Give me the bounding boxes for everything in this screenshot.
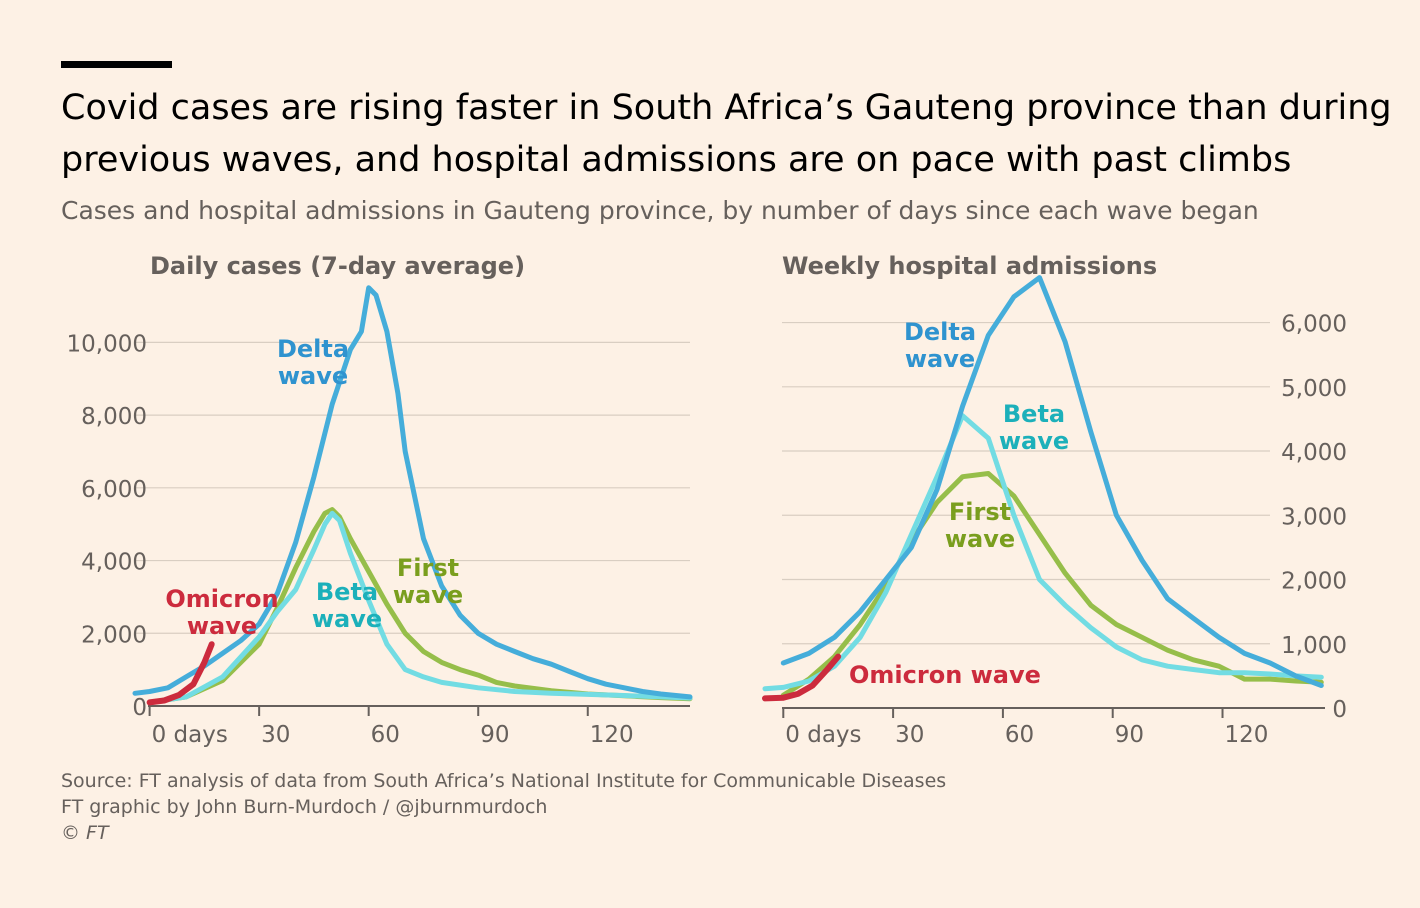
graphic-credit: FT graphic by John Burn-Murdoch / @jburn… xyxy=(61,796,548,818)
chart1-x-tick-label: 60 xyxy=(371,722,400,748)
chart2-series-label-beta-wave: wave xyxy=(999,427,1069,455)
chart1-y-tick-label: 0 xyxy=(132,695,147,721)
chart2-x-tick-label: 90 xyxy=(1115,722,1144,748)
chart2-x-tick-label: 0 days xyxy=(785,722,861,748)
chart2-y-tick-label: 6,000 xyxy=(1281,312,1347,338)
chart1-series-omicron-wave xyxy=(146,641,215,706)
chart2-x-tick-label: 120 xyxy=(1225,722,1269,748)
chart2-x-tick-label: 60 xyxy=(1005,722,1034,748)
chart2-series-beta-wave xyxy=(762,413,1324,692)
chart1-y-tick-label: 6,000 xyxy=(81,477,147,503)
ft-top-bar xyxy=(61,61,172,68)
chart2-series-label-delta-wave: wave xyxy=(905,345,975,373)
chart1-y-tick-label: 2,000 xyxy=(81,622,147,648)
chart1-x-tick-label: 30 xyxy=(261,722,290,748)
footer: Source: FT analysis of data from South A… xyxy=(61,768,946,846)
chart2-series-label-beta-wave: Beta xyxy=(1003,400,1065,428)
chart2-y-tick-label: 3,000 xyxy=(1281,504,1347,530)
chart1-series-delta-wave xyxy=(132,285,693,700)
chart2-x-tick-label: 30 xyxy=(895,722,924,748)
chart1-series-label-beta-wave: wave xyxy=(312,605,382,633)
chart1-series-label-first-wave: wave xyxy=(393,581,463,609)
chart2-series-omicron-wave xyxy=(762,653,842,702)
chart2-panel-title: Weekly hospital admissions xyxy=(782,252,1157,280)
chart2-y-tick-label: 0 xyxy=(1332,697,1347,723)
chart2-y-tick-label: 2,000 xyxy=(1281,569,1347,595)
chart2-series-label-omicron-wave: Omicron wave xyxy=(849,661,1041,689)
chart2-series-delta-wave xyxy=(780,275,1324,688)
title-line-2: previous waves, and hospital admissions … xyxy=(61,140,1292,180)
chart1-series-label-delta-wave: wave xyxy=(278,362,348,390)
chart1-x-tick-label: 90 xyxy=(480,722,509,748)
chart2-y-tick-label: 5,000 xyxy=(1281,376,1347,402)
chart1-series-label-delta-wave: Delta xyxy=(277,335,349,363)
chart2-y-tick-label: 1,000 xyxy=(1281,633,1347,659)
chart1-y-tick-label: 10,000 xyxy=(67,331,147,357)
chart1-series-label-beta-wave: Beta xyxy=(316,578,378,606)
chart1-x-tick-label: 120 xyxy=(590,722,634,748)
chart1-series-label-omicron-wave: Omicron xyxy=(165,585,278,613)
chart1-x-tick-label: 0 days xyxy=(152,722,228,748)
chart-title: Covid cases are rising faster in South A… xyxy=(61,82,1392,186)
source-note: Source: FT analysis of data from South A… xyxy=(61,770,947,792)
title-line-1: Covid cases are rising faster in South A… xyxy=(61,88,1392,128)
chart1-y-tick-label: 8,000 xyxy=(81,404,147,430)
chart2-series-label-first-wave: First xyxy=(949,498,1011,526)
chart2-y-tick-label: 4,000 xyxy=(1281,440,1347,466)
chart1-y-tick-label: 4,000 xyxy=(81,550,147,576)
copyright: © FT xyxy=(61,822,109,844)
chart2-series-label-first-wave: wave xyxy=(945,525,1015,553)
chart1-series-label-omicron-wave: wave xyxy=(187,612,257,640)
chart1-series-label-first-wave: First xyxy=(397,554,459,582)
chart1-series-beta-wave xyxy=(147,510,693,705)
chart-subtitle: Cases and hospital admissions in Gauteng… xyxy=(61,196,1259,225)
chart2-series-label-delta-wave: Delta xyxy=(904,318,976,346)
chart1-panel-title: Daily cases (7-day average) xyxy=(150,252,525,280)
